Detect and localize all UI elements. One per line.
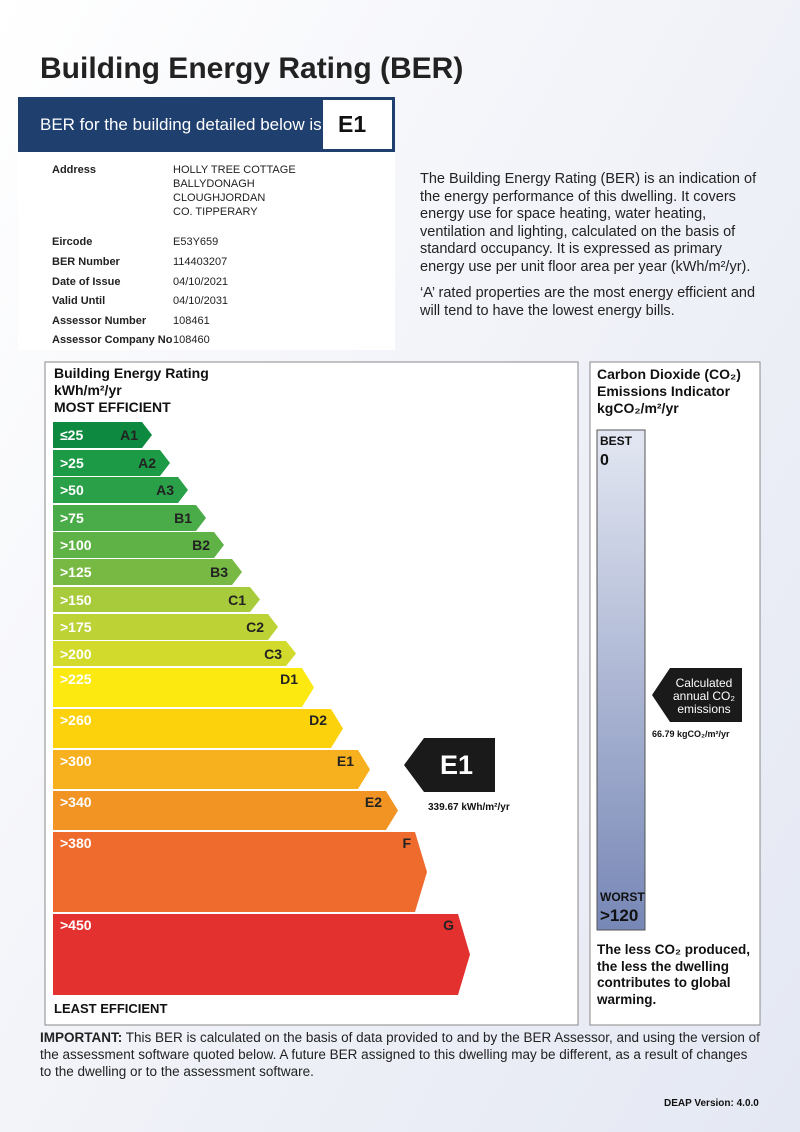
detail-value: 04/10/2021 xyxy=(173,276,229,288)
band-range: >200 xyxy=(60,646,92,662)
scale-heading: kWh/m²/yr xyxy=(54,382,122,398)
band xyxy=(53,422,152,448)
band-grade: E2 xyxy=(364,794,382,810)
band xyxy=(53,641,296,666)
notice-text: This BER is calculated on the basis of d… xyxy=(40,1030,760,1079)
band-grade: B2 xyxy=(192,537,210,553)
details-panel xyxy=(18,152,395,350)
detail-label: Address xyxy=(52,164,97,176)
band-grade: C3 xyxy=(264,646,282,662)
band-grade: E1 xyxy=(336,753,354,769)
description: ‘A’ rated properties are the most energy… xyxy=(420,285,756,319)
band-range: >260 xyxy=(60,712,92,728)
band-range: >125 xyxy=(60,564,92,580)
rating: E1 xyxy=(338,111,367,137)
detail-label: Valid Until xyxy=(52,295,106,307)
band-range: >75 xyxy=(60,510,84,526)
title: Building Energy Rating (BER) xyxy=(40,52,464,85)
detail-value: CLOUGHJORDAN xyxy=(173,192,266,204)
band xyxy=(53,559,242,585)
scale-heading: Building Energy Rating xyxy=(54,365,209,381)
band-grade: D2 xyxy=(309,712,327,728)
band-grade: B3 xyxy=(210,564,228,580)
co2-indicator-text: annual CO₂ xyxy=(672,689,736,703)
band xyxy=(53,750,370,789)
band xyxy=(53,450,170,476)
co2-worst-label: WORST xyxy=(600,890,645,904)
band-range: >150 xyxy=(60,592,92,608)
detail-label: Date of Issue xyxy=(52,276,121,288)
band xyxy=(53,914,470,995)
band-grade: B1 xyxy=(174,510,192,526)
detail-label: BER Number xyxy=(52,256,120,268)
description: The Building Energy Rating (BER) is an i… xyxy=(420,171,757,275)
band-grade: D1 xyxy=(280,671,298,687)
band-range: >380 xyxy=(60,835,92,851)
band-grade: C1 xyxy=(228,592,246,608)
co2-indicator xyxy=(652,668,742,722)
detail-value: 108460 xyxy=(173,334,210,346)
band-range: >225 xyxy=(60,671,92,687)
band xyxy=(53,614,278,640)
band-grade: F xyxy=(402,835,411,851)
band-range: >100 xyxy=(60,537,92,553)
band-grade: G xyxy=(443,917,454,933)
band xyxy=(53,668,314,707)
detail-value: BALLYDONAGH xyxy=(173,178,255,190)
detail-value: HOLLY TREE COTTAGE xyxy=(173,164,296,176)
co2-indicator-text: emissions xyxy=(677,702,731,716)
band-range: >450 xyxy=(60,917,92,933)
detail-label: Assessor Company No xyxy=(52,334,173,346)
co2-heading: kgCO₂/m²/yr xyxy=(597,400,679,416)
detail-value: 04/10/2031 xyxy=(173,295,229,307)
band xyxy=(53,532,224,558)
band-grade: A3 xyxy=(156,482,174,498)
band xyxy=(53,505,206,531)
detail-value: 108461 xyxy=(173,315,210,327)
co2-worst-value: >120 xyxy=(600,906,639,925)
scale-footer: LEAST EFFICIENT xyxy=(54,1001,168,1016)
indicator-value: 339.67 kWh/m²/yr xyxy=(428,802,510,813)
co2-indicator-text: Calculated xyxy=(675,676,733,690)
band xyxy=(53,832,427,912)
banner-label: BER for the building detailed below is: xyxy=(40,115,327,134)
detail-value: E53Y659 xyxy=(173,236,219,248)
band-range: >50 xyxy=(60,482,84,498)
band-grade: C2 xyxy=(246,619,264,635)
band xyxy=(53,791,398,830)
band-grade: A1 xyxy=(120,427,138,443)
co2-heading: Emissions Indicator xyxy=(597,383,731,399)
band-range: >175 xyxy=(60,619,92,635)
detail-label: Eircode xyxy=(52,236,93,248)
band-grade: A2 xyxy=(138,455,156,471)
rating-indicator xyxy=(404,738,495,792)
detail-value: 114403207 xyxy=(173,256,228,268)
band xyxy=(53,477,188,503)
detail-value: CO. TIPPERARY xyxy=(173,206,258,218)
co2-note: The less CO₂ produced, the less the dwel… xyxy=(597,942,751,1007)
band xyxy=(53,709,343,748)
co2-bar xyxy=(596,429,646,931)
co2-best-value: 0 xyxy=(600,452,609,469)
band-range: >340 xyxy=(60,794,92,810)
band-range: ≤25 xyxy=(60,427,84,443)
scale-heading: MOST EFFICIENT xyxy=(54,399,171,415)
rating-box xyxy=(323,100,392,149)
notice-lead: IMPORTANT: xyxy=(40,1030,123,1045)
co2-heading: Carbon Dioxide (CO₂) xyxy=(597,366,741,382)
co2-indicator-value: 66.79 kgCO₂/m²/yr xyxy=(652,729,730,739)
version: DEAP Version: 4.0.0 xyxy=(664,1098,759,1109)
notice: IMPORTANT: This BER is calculated on the… xyxy=(40,1029,760,1080)
band-range: >25 xyxy=(60,455,84,471)
band-range: >300 xyxy=(60,753,92,769)
band xyxy=(53,587,260,612)
detail-label: Assessor Number xyxy=(52,315,147,327)
indicator-grade: E1 xyxy=(440,750,474,780)
co2-best-label: BEST xyxy=(600,434,633,448)
